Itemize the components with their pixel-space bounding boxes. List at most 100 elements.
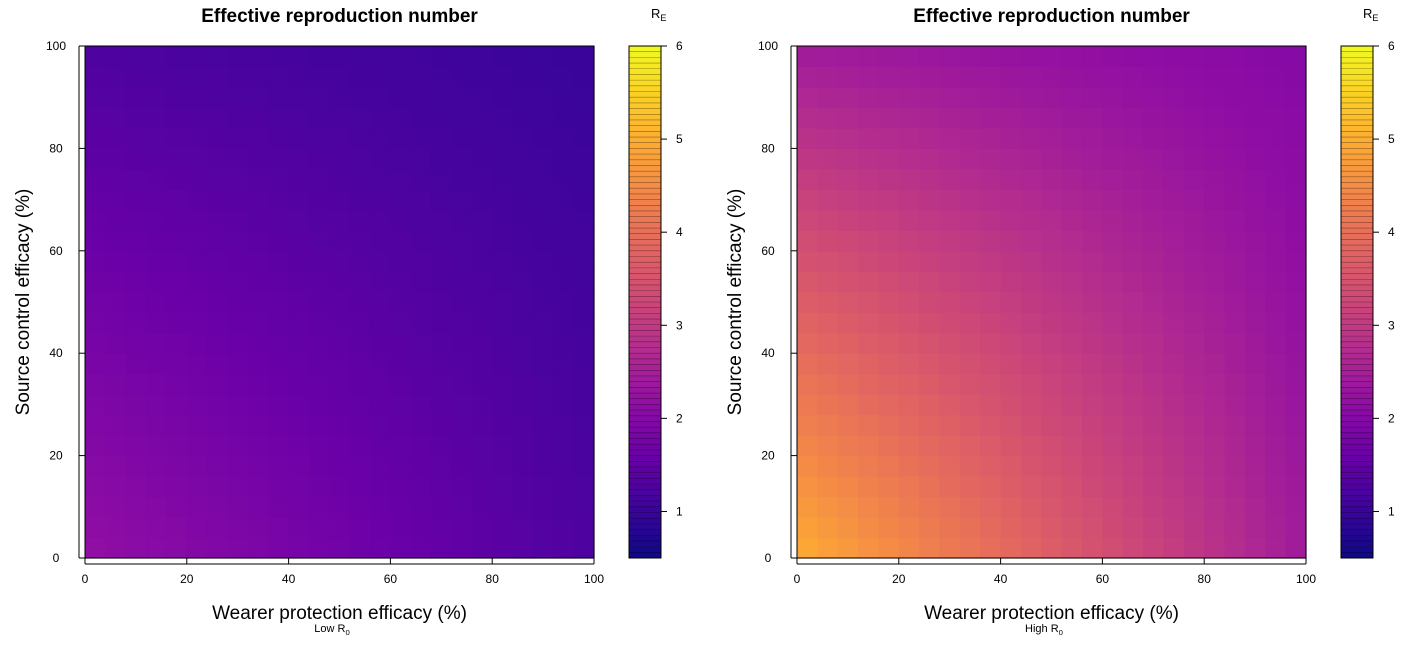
heatmap-cell bbox=[370, 353, 391, 375]
heatmap-cell bbox=[1183, 148, 1205, 170]
heatmap-cell bbox=[85, 312, 106, 334]
heatmap-cell bbox=[878, 414, 900, 436]
heatmap-cell bbox=[1163, 148, 1185, 170]
heatmap-cell bbox=[919, 455, 941, 477]
heatmap-cell bbox=[492, 107, 514, 129]
heatmap-cell bbox=[308, 86, 330, 109]
heatmap-cell bbox=[898, 537, 920, 559]
heatmap-cell bbox=[553, 209, 575, 231]
y-tick-label: 60 bbox=[761, 244, 775, 258]
heatmap-cell bbox=[390, 66, 412, 88]
colorbar-swatch bbox=[629, 165, 661, 172]
heatmap-cell bbox=[1041, 107, 1063, 129]
colorbar-swatch bbox=[629, 97, 661, 104]
heatmap-cell bbox=[471, 86, 493, 109]
heatmap-cell bbox=[919, 271, 941, 293]
heatmap-cell bbox=[1143, 271, 1165, 293]
heatmap-cell bbox=[1122, 189, 1144, 211]
heatmap-cell bbox=[1020, 230, 1042, 252]
colorbar-swatch bbox=[1341, 57, 1373, 64]
colorbar-swatch bbox=[1341, 102, 1373, 109]
heatmap-cell bbox=[837, 127, 859, 149]
heatmap-cell bbox=[186, 517, 208, 539]
x-tick-label: 100 bbox=[584, 572, 604, 586]
heatmap-cell bbox=[105, 168, 127, 190]
heatmap-cell bbox=[288, 250, 310, 272]
heatmap-cell bbox=[288, 291, 310, 313]
heatmap-cell bbox=[532, 455, 554, 477]
panel-caption-sub: 0 bbox=[1059, 628, 1063, 637]
heatmap-cell bbox=[186, 46, 208, 68]
heatmap-cell bbox=[268, 127, 290, 149]
heatmap-cell bbox=[1204, 189, 1226, 211]
heatmap-cell bbox=[1082, 394, 1103, 416]
heatmap-cell bbox=[370, 250, 391, 272]
heatmap-cell bbox=[858, 517, 880, 539]
colorbar-tick-label: 1 bbox=[676, 504, 683, 518]
heatmap-cell bbox=[878, 517, 900, 539]
heatmap-cell bbox=[1102, 537, 1124, 559]
heatmap-cell bbox=[573, 209, 595, 231]
heatmap-cell bbox=[1102, 455, 1124, 477]
heatmap-cell bbox=[1163, 435, 1185, 457]
heatmap-cell bbox=[512, 455, 534, 477]
y-axis: 0 20 40 60 80 100 bbox=[758, 39, 797, 565]
heatmap-cell bbox=[390, 148, 412, 170]
heatmap-cell bbox=[573, 148, 595, 170]
heatmap-cell bbox=[1000, 435, 1022, 457]
heatmap-cell bbox=[959, 250, 981, 272]
heatmap-cell bbox=[1020, 476, 1042, 498]
heatmap-cell bbox=[1041, 250, 1063, 272]
heatmap-cell bbox=[105, 271, 127, 293]
colorbar-swatch bbox=[1341, 142, 1373, 149]
heatmap-cell bbox=[1285, 373, 1307, 395]
heatmap-cell bbox=[797, 312, 818, 334]
heatmap-cell bbox=[431, 127, 453, 149]
heatmap-cell bbox=[186, 148, 208, 170]
heatmap-cell bbox=[1102, 66, 1124, 88]
heatmap-cell bbox=[573, 414, 595, 436]
heatmap-cell bbox=[125, 517, 147, 539]
heatmap-cell bbox=[980, 476, 1002, 498]
heatmap-cell bbox=[247, 476, 269, 498]
heatmap-cell bbox=[410, 230, 432, 252]
heatmap-cell bbox=[186, 373, 208, 395]
heatmap-cell bbox=[207, 46, 229, 68]
heatmap-cell bbox=[349, 394, 371, 416]
colorbar-swatch bbox=[629, 228, 661, 235]
colorbar-swatch bbox=[629, 370, 661, 377]
heatmap-cell bbox=[858, 312, 880, 334]
heatmap-cell bbox=[553, 373, 575, 395]
heatmap-cell bbox=[349, 476, 371, 498]
heatmap-cell bbox=[431, 353, 453, 375]
colorbar-swatch bbox=[1341, 216, 1373, 223]
heatmap-cell bbox=[431, 537, 453, 559]
colorbar-swatch bbox=[629, 171, 661, 178]
heatmap-cell bbox=[247, 230, 269, 252]
heatmap-cell bbox=[349, 127, 371, 149]
heatmap-cell bbox=[308, 271, 330, 293]
heatmap-cell bbox=[797, 414, 818, 436]
heatmap-cell bbox=[837, 373, 859, 395]
heatmap-cell bbox=[959, 230, 981, 252]
colorbar-swatch bbox=[1341, 432, 1373, 439]
heatmap-cell bbox=[370, 517, 391, 539]
heatmap-cell bbox=[492, 66, 514, 88]
heatmap-cell bbox=[471, 291, 493, 313]
heatmap-cell bbox=[451, 291, 473, 313]
heatmap-cell bbox=[308, 209, 330, 231]
heatmap-cell bbox=[247, 291, 269, 313]
heatmap-cell bbox=[492, 332, 514, 354]
heatmap-cell bbox=[797, 168, 818, 190]
heatmap-cell bbox=[105, 209, 127, 231]
heatmap-cell bbox=[329, 127, 351, 149]
heatmap-cell bbox=[146, 537, 168, 559]
heatmap-cell bbox=[105, 394, 127, 416]
heatmap-cell bbox=[166, 127, 188, 149]
heatmap-cell bbox=[207, 394, 229, 416]
heatmap-cell bbox=[1041, 189, 1063, 211]
heatmap-cell bbox=[797, 476, 818, 498]
heatmap-cell bbox=[146, 127, 168, 149]
heatmap-cell bbox=[837, 476, 859, 498]
colorbar-swatch bbox=[629, 262, 661, 269]
